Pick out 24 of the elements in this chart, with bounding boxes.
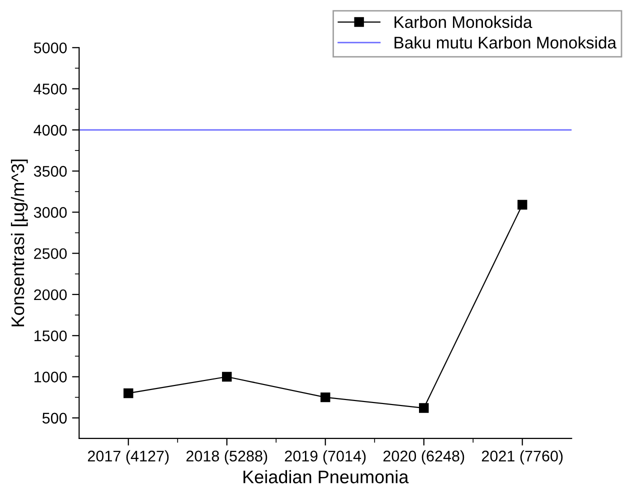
point: [222, 372, 232, 382]
y-tick-label: 500: [42, 412, 67, 424]
y-tick-label: 1500: [34, 330, 67, 342]
point: [418, 403, 429, 413]
x-tick-label: 2018 (5288): [186, 450, 268, 465]
y-axis-title: Konsentrasi [µg/m^3]: [10, 160, 28, 326]
x-tick-label: 2020 (6248): [383, 450, 464, 465]
point: [517, 200, 528, 210]
y-tick-label: 1000: [34, 372, 67, 382]
y-tick-label: 2000: [34, 289, 67, 300]
x-tick-label: 2019 (7014): [284, 450, 366, 465]
y-tick-label: 3000: [34, 207, 67, 218]
y-tick-label: 4000: [34, 124, 67, 136]
y-tick-label: 4500: [34, 84, 67, 94]
legend-label: Baku mutu Karbon Monoksida: [394, 36, 617, 49]
x-tick-label: 2021 (7760): [482, 450, 563, 465]
legend-label: Karbon Monoksida: [394, 16, 532, 28]
y-tick-label: 5000: [34, 42, 67, 54]
point: [320, 392, 330, 402]
x-tick-label: 2017 (4127): [88, 450, 169, 465]
y-tick-label: 3500: [34, 166, 67, 177]
y-tick-label: 2500: [34, 248, 67, 260]
point: [124, 388, 134, 398]
x-axis-title: Keiadian Pneumonia: [244, 470, 409, 484]
